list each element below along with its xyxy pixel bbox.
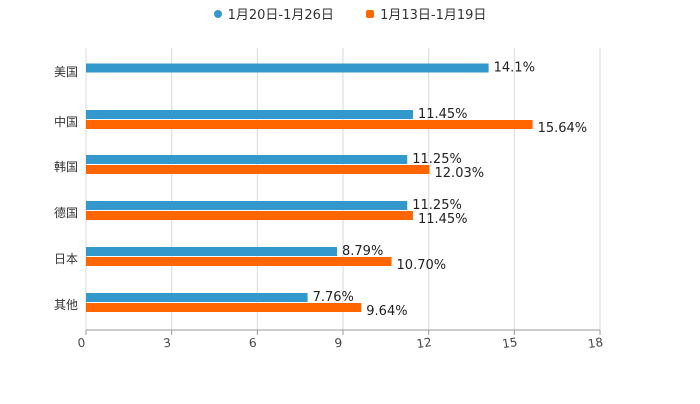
x-tick-label: 6 <box>248 336 258 351</box>
x-tick-label: 3 <box>162 336 172 351</box>
data-label-series-2: 10.70% <box>397 258 447 273</box>
bar-series-1 <box>86 155 408 164</box>
data-label-series-2: 11.45% <box>418 212 468 227</box>
x-tick-label: 18 <box>587 335 604 351</box>
legend-swatch-series-2 <box>366 9 375 18</box>
data-label-series-1: 8.79% <box>342 244 383 259</box>
legend-item-series-2[interactable]: 1月13日-1月19日 <box>366 4 486 23</box>
x-tick-label: 0 <box>77 336 87 351</box>
legend: 1月20日-1月26日 1月13日-1月19日 <box>0 4 700 23</box>
category-label: 德国 <box>54 205 78 220</box>
data-label-series-2: 9.64% <box>366 304 407 319</box>
legend-swatch-series-1 <box>213 9 222 18</box>
category-label: 其他 <box>54 298 78 312</box>
bar-series-2 <box>86 120 533 129</box>
category-label: 中国 <box>54 114 78 129</box>
legend-label-series-2: 1月13日-1月19日 <box>380 8 487 23</box>
bar-series-1 <box>86 63 489 73</box>
bar-series-1 <box>86 293 308 302</box>
data-label-series-1: 14.1% <box>494 61 535 76</box>
category-label: 美国 <box>54 65 78 79</box>
bar-series-2 <box>86 257 392 266</box>
x-tick-label: 9 <box>334 336 344 351</box>
data-label-series-1: 11.25% <box>412 152 462 167</box>
data-label-series-1: 11.25% <box>412 198 462 213</box>
data-label-series-2: 12.03% <box>435 166 485 181</box>
bar-series-1 <box>86 247 338 256</box>
legend-item-series-1[interactable]: 1月20日-1月26日 <box>213 4 334 23</box>
category-label: 日本 <box>54 252 78 266</box>
bar-series-1 <box>86 201 408 210</box>
bar-series-2 <box>86 211 413 220</box>
x-tick-label: 12 <box>416 335 433 351</box>
x-tick-label: 15 <box>501 335 518 351</box>
bar-series-2 <box>86 165 430 174</box>
data-label-series-1: 7.76% <box>313 290 354 305</box>
data-label-series-1: 11.45% <box>418 107 468 122</box>
data-label-series-2: 15.64% <box>538 121 588 136</box>
legend-label-series-1: 1月20日-1月26日 <box>227 8 334 23</box>
bar-series-1 <box>86 110 413 119</box>
bar-series-2 <box>86 303 362 312</box>
category-label: 韩国 <box>54 159 78 174</box>
